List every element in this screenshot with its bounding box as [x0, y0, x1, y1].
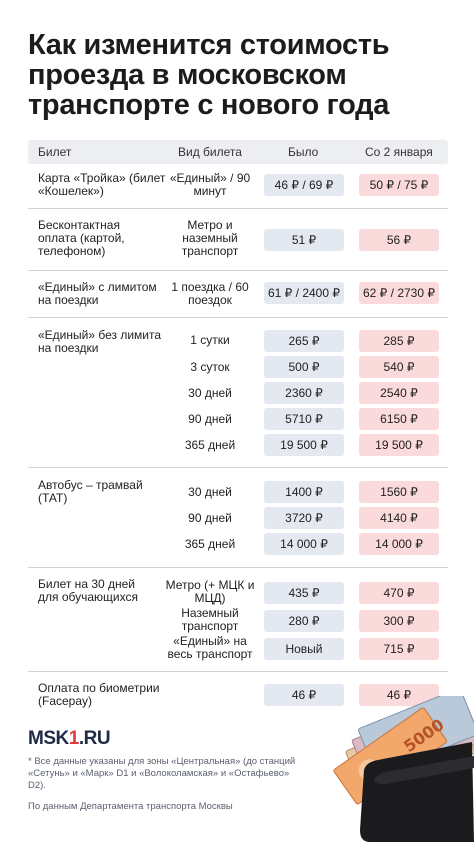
row-label-biometrics: Оплата по биометрии (Facepay): [38, 681, 160, 708]
price-new: 4140 ₽: [359, 507, 439, 529]
price-new: 715 ₽: [359, 638, 439, 660]
row-type: 1 сутки: [190, 333, 230, 347]
row-type: 30 дней: [188, 386, 232, 400]
row-label-unified-unlimited: «Единый» без лимита на поездки: [38, 328, 162, 355]
page-title: Как изменится стоимость проезда в москов…: [28, 29, 390, 121]
divider: [28, 567, 448, 568]
divider: [28, 208, 448, 209]
logo-part-msk: MSK: [28, 728, 69, 749]
price-old: 5710 ₽: [264, 408, 344, 430]
header-ticket-type: Вид билета: [178, 145, 242, 159]
header-ticket: Билет: [38, 145, 72, 159]
row-type: 90 дней: [188, 412, 232, 426]
price-new: 56 ₽: [359, 229, 439, 251]
header-new: Со 2 января: [365, 145, 433, 159]
price-old: 46 ₽ / 69 ₽: [264, 174, 344, 196]
wallet-illustration: 5000: [326, 696, 474, 842]
price-new: 62 ₽ / 2730 ₽: [359, 282, 439, 304]
row-type: 365 дней: [184, 438, 236, 452]
msk1-logo: MSK1.RU: [28, 728, 111, 750]
header-was: Было: [288, 145, 319, 159]
row-type: Метро и наземный транспорт: [181, 218, 239, 258]
price-old: Новый: [264, 638, 344, 660]
table-header: Билет Вид билета Было Со 2 января: [28, 140, 448, 164]
price-new: 1560 ₽: [359, 481, 439, 503]
price-old: 3720 ₽: [264, 507, 344, 529]
price-old: 265 ₽: [264, 330, 344, 352]
price-new: 470 ₽: [359, 582, 439, 604]
row-type: Метро (+ МЦК и МЦД): [165, 578, 255, 605]
price-new: 6150 ₽: [359, 408, 439, 430]
row-type: 3 суток: [190, 360, 230, 374]
logo-part-ru: .RU: [78, 728, 111, 749]
price-old: 61 ₽ / 2400 ₽: [264, 282, 344, 304]
row-label-unified-limit: «Единый» с лимитом на поездки: [38, 280, 157, 307]
price-new: 14 000 ₽: [359, 533, 439, 555]
row-label-contactless: Бесконтактная оплата (картой, телефоном): [38, 218, 125, 258]
price-old: 2360 ₽: [264, 382, 344, 404]
row-label-troika: Карта «Тройка» (билет «Кошелек»): [38, 171, 166, 198]
row-type: 30 дней: [188, 485, 232, 499]
row-type: 90 дней: [188, 511, 232, 525]
price-new: 19 500 ₽: [359, 434, 439, 456]
footnote: * Все данные указаны для зоны «Центральн…: [28, 756, 296, 791]
divider: [28, 270, 448, 271]
row-type: 1 поездка / 60 поездок: [171, 280, 249, 307]
price-new: 540 ₽: [359, 356, 439, 378]
row-type: 365 дней: [184, 537, 236, 551]
row-label-students: Билет на 30 дней для обучающихся: [38, 577, 138, 604]
logo-part-1: 1: [68, 728, 80, 749]
row-label-tat: Автобус – трамвай (ТАТ): [38, 478, 143, 505]
price-old: 280 ₽: [264, 610, 344, 632]
price-old: 1400 ₽: [264, 481, 344, 503]
source-note: По данным Департамента транспорта Москвы: [28, 801, 233, 812]
price-new: 2540 ₽: [359, 382, 439, 404]
row-type: «Единый» / 90 минут: [169, 171, 251, 198]
price-new: 46 ₽: [359, 684, 439, 706]
price-old: 500 ₽: [264, 356, 344, 378]
row-type: Наземный транспорт: [181, 606, 239, 633]
price-new: 285 ₽: [359, 330, 439, 352]
divider: [28, 467, 448, 468]
price-new: 300 ₽: [359, 610, 439, 632]
divider: [28, 317, 448, 318]
price-old: 46 ₽: [264, 684, 344, 706]
row-type: «Единый» на весь транспорт: [167, 634, 253, 661]
divider: [28, 671, 448, 672]
price-new: 50 ₽ / 75 ₽: [359, 174, 439, 196]
price-old: 435 ₽: [264, 582, 344, 604]
price-old: 19 500 ₽: [264, 434, 344, 456]
price-old: 14 000 ₽: [264, 533, 344, 555]
price-old: 51 ₽: [264, 229, 344, 251]
